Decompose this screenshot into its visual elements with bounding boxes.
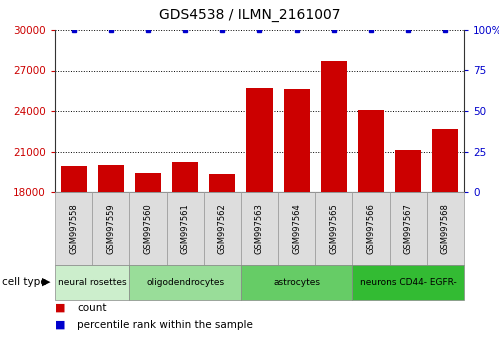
Bar <box>204 192 241 265</box>
Text: cell type: cell type <box>2 277 47 287</box>
Text: GSM997563: GSM997563 <box>255 203 264 254</box>
Bar <box>129 192 167 265</box>
Bar <box>352 265 464 300</box>
Bar <box>92 192 129 265</box>
Bar <box>55 265 129 300</box>
Text: GSM997567: GSM997567 <box>404 203 413 254</box>
Text: ▶: ▶ <box>41 277 50 287</box>
Bar <box>390 192 427 265</box>
Bar <box>315 192 352 265</box>
Text: GSM997559: GSM997559 <box>106 203 115 254</box>
Bar <box>98 165 124 192</box>
Bar <box>135 173 161 192</box>
Bar <box>247 88 272 192</box>
Text: GSM997560: GSM997560 <box>143 203 153 254</box>
Text: neurons CD44- EGFR-: neurons CD44- EGFR- <box>360 278 457 287</box>
Text: GDS4538 / ILMN_2161007: GDS4538 / ILMN_2161007 <box>159 8 340 22</box>
Bar <box>172 162 198 192</box>
Text: ■: ■ <box>55 303 65 313</box>
Text: GSM997558: GSM997558 <box>69 203 78 254</box>
Bar <box>241 265 352 300</box>
Bar <box>55 192 92 265</box>
Bar <box>167 192 204 265</box>
Text: astrocytes: astrocytes <box>273 278 320 287</box>
Text: GSM997562: GSM997562 <box>218 203 227 254</box>
Text: GSM997568: GSM997568 <box>441 203 450 254</box>
Bar <box>241 192 278 265</box>
Text: GSM997566: GSM997566 <box>367 203 376 254</box>
Bar <box>278 192 315 265</box>
Bar <box>433 129 459 192</box>
Text: oligodendrocytes: oligodendrocytes <box>146 278 224 287</box>
Text: GSM997561: GSM997561 <box>181 203 190 254</box>
Bar <box>60 166 87 192</box>
Bar <box>209 175 236 192</box>
Bar <box>395 150 421 192</box>
Bar <box>358 110 384 192</box>
Text: ■: ■ <box>55 320 65 330</box>
Bar <box>129 265 241 300</box>
Text: neural rosettes: neural rosettes <box>58 278 126 287</box>
Bar <box>352 192 390 265</box>
Bar <box>283 90 310 192</box>
Bar <box>321 61 347 192</box>
Text: count: count <box>77 303 107 313</box>
Bar <box>427 192 464 265</box>
Text: GSM997565: GSM997565 <box>329 203 338 254</box>
Text: GSM997564: GSM997564 <box>292 203 301 254</box>
Text: percentile rank within the sample: percentile rank within the sample <box>77 320 253 330</box>
